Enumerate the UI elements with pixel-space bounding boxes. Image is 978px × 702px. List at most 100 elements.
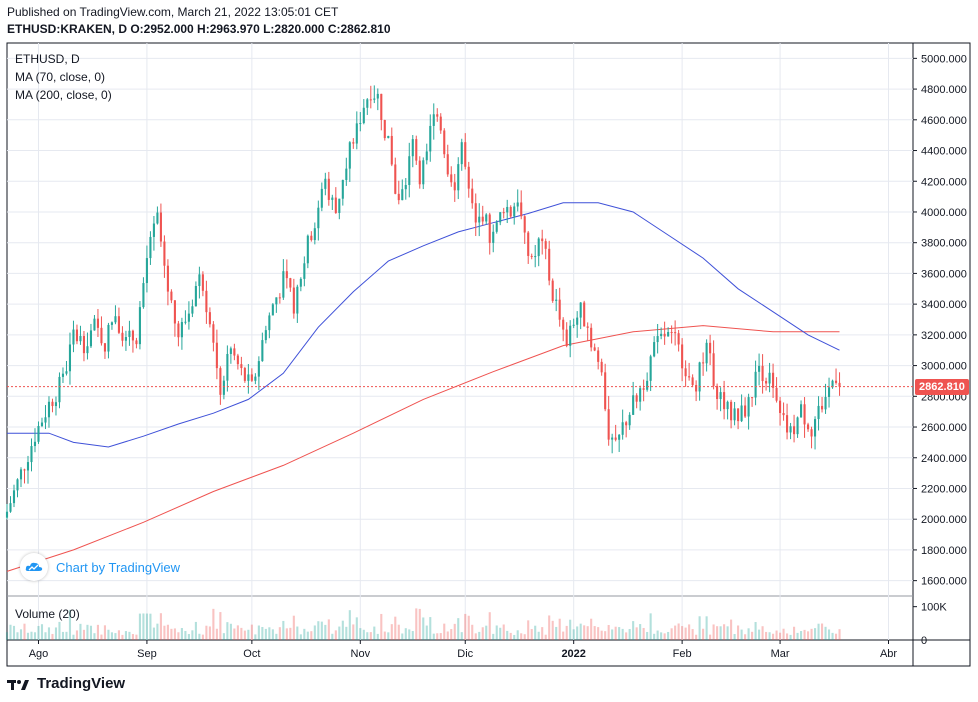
volume-bar [838,629,841,640]
candle-body [544,241,547,249]
candle-body [698,362,701,392]
candle-body [170,291,173,301]
volume-bar [450,629,453,640]
volume-bar [156,623,159,640]
volume-bar [289,627,292,640]
volume-bar [383,631,386,640]
volume-bar [212,608,215,640]
volume-bar [250,624,253,640]
volume-bar [579,623,582,640]
candle-body [324,178,327,189]
candle-body [362,107,365,124]
candle-body [810,429,813,437]
footer-brand[interactable]: TradingView [7,675,125,692]
volume-bar [79,623,82,640]
volume-bar [817,623,820,640]
volume-bar [653,633,656,640]
volume-bar [562,631,565,640]
candle-body [709,342,712,354]
y-tick-label: 3000.000 [921,361,967,373]
candle-body [726,401,729,410]
volume-bar [614,626,617,640]
candle-body [569,325,572,346]
volume-bar [152,627,155,640]
candle-body [40,422,44,427]
candle-body [317,207,320,229]
candle-body [226,353,229,381]
volume-bars [5,608,841,640]
candle-body [9,503,12,512]
candle-body [61,373,65,377]
candle-body [562,319,565,330]
candle-body [72,329,75,345]
time-axis-ticks: Ago Sep Oct Nov Dic 2022 Feb Mar Abr [29,640,897,660]
ma200-path [6,325,840,572]
y-tick-label: 2200.000 [921,483,967,495]
volume-bar [264,628,267,640]
candle-body [152,223,155,237]
candle-body [436,114,439,117]
ma70-path [7,202,840,448]
volume-bar [243,630,246,640]
candle-body [705,342,708,364]
volume-tick-label: 0 [921,635,927,647]
volume-bar [180,628,183,640]
candle-body [548,248,551,281]
volume-bar [702,628,705,640]
candle-body [257,361,260,377]
volume-bar [712,624,715,640]
volume-bar [618,627,621,640]
legend-volume: Volume (20) [15,607,80,621]
volume-bar [516,630,519,640]
volume-bar [362,629,365,640]
candle-body [306,235,309,264]
volume-bar [282,620,285,640]
candle-body [229,348,232,354]
candle-body [579,302,582,318]
volume-bar [373,626,376,640]
volume-bar [758,629,761,640]
candle-body [481,216,484,222]
volume-bar [754,622,757,640]
volume-bar [61,631,65,640]
candle-body [656,336,659,343]
volume-bar [796,632,799,640]
volume-bar [306,631,309,640]
volume-bar [775,630,778,640]
candle-body [271,304,274,316]
y-tick-label: 4400.000 [921,146,967,158]
candle-body [691,377,694,386]
candle-body [824,396,827,410]
candle-body [387,135,390,139]
legend-symbol: ETHUSD, D [15,52,80,66]
candle-body [19,469,23,480]
candle-body [488,214,491,243]
x-tick-label: Feb [673,648,692,660]
volume-bar [803,629,806,640]
candle-body [695,385,698,392]
volume-bar [128,631,131,640]
volume-bar [198,633,201,640]
x-tick-label: Mar [771,648,790,660]
candle-body [236,355,239,365]
candle-body [527,232,530,256]
volume-bar [604,631,607,640]
volume-bar [527,620,530,640]
volume-bar [124,631,127,640]
candle-body [576,317,579,325]
volume-bar [240,627,243,640]
legend-ma200: MA (200, close, 0) [15,88,112,102]
candle-body [278,297,281,299]
volume-bar [23,623,26,640]
candle-body [131,330,134,341]
volume-bar [688,624,691,640]
volume-bar [646,631,649,640]
volume-bar [709,634,712,640]
volume-bar [439,633,442,640]
candle-body [803,404,806,425]
chart-attribution[interactable]: Chart by TradingView [20,553,180,581]
candle-body [551,280,554,301]
volume-bar [236,625,239,640]
volume-bar [110,632,113,640]
